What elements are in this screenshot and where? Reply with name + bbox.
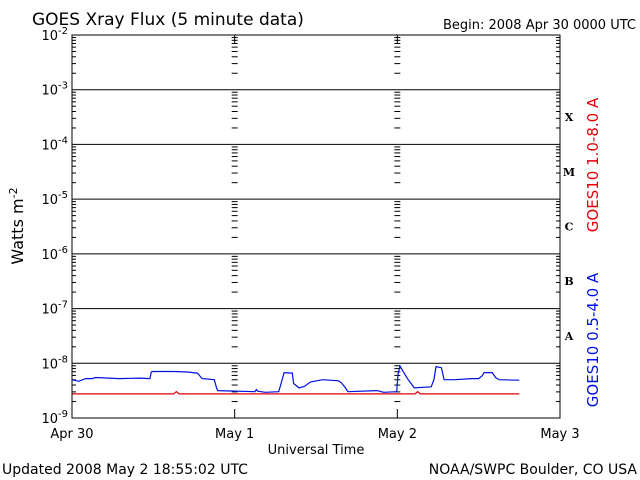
flare-class-labels: X M C B A (563, 111, 575, 343)
y-tick-label: 10-5 (41, 190, 68, 208)
begin-time: Begin: 2008 Apr 30 0000 UTC (443, 18, 636, 33)
flare-class-label: C (565, 221, 574, 234)
flare-class-label: M (563, 166, 575, 179)
flare-class-label: X (565, 111, 574, 124)
series-line-long (72, 390, 520, 395)
x-tick-labels: Apr 30 May 1 May 2 May 3 (50, 427, 579, 442)
plot-lines (71, 364, 520, 395)
plot-frame (71, 34, 561, 419)
series-label-short: GOES10 0.5-4.0 A (584, 272, 602, 407)
y-axis-label-text: Watts m (8, 198, 27, 264)
y-tick-label: 10-9 (41, 409, 68, 427)
x-tick-label: May 2 (378, 427, 417, 442)
source-credit: NOAA/SWPC Boulder, CO USA (429, 462, 638, 478)
y-tick-label: 10-7 (41, 300, 68, 318)
y-axis-label-sup: -2 (7, 187, 20, 198)
y-tick-label: 10-4 (41, 135, 68, 153)
y-tick-label: 10-6 (41, 245, 68, 263)
flare-class-label: A (564, 330, 574, 343)
x-axis-label: Universal Time (268, 443, 365, 458)
updated-timestamp: Updated 2008 May 2 18:55:02 UTC (2, 462, 248, 478)
plot-grid (72, 35, 560, 418)
x-tick-label: May 3 (540, 427, 579, 442)
y-tick-label: 10-3 (41, 81, 68, 99)
series-label-long: GOES10 1.0-8.0 A (584, 97, 602, 232)
flare-class-label: B (564, 275, 573, 288)
x-tick-label: May 1 (215, 427, 254, 442)
y-tick-label: 10-2 (41, 26, 68, 44)
x-tick-label: Apr 30 (50, 427, 93, 442)
series-line-short (71, 364, 520, 393)
y-axis-label: Watts m-2 (7, 187, 27, 264)
chart-title: GOES Xray Flux (5 minute data) (32, 10, 304, 30)
y-tick-labels: 10-9 10-8 10-7 10-6 10-5 10-4 10-3 10-2 (41, 26, 68, 427)
y-tick-label: 10-8 (41, 354, 68, 372)
